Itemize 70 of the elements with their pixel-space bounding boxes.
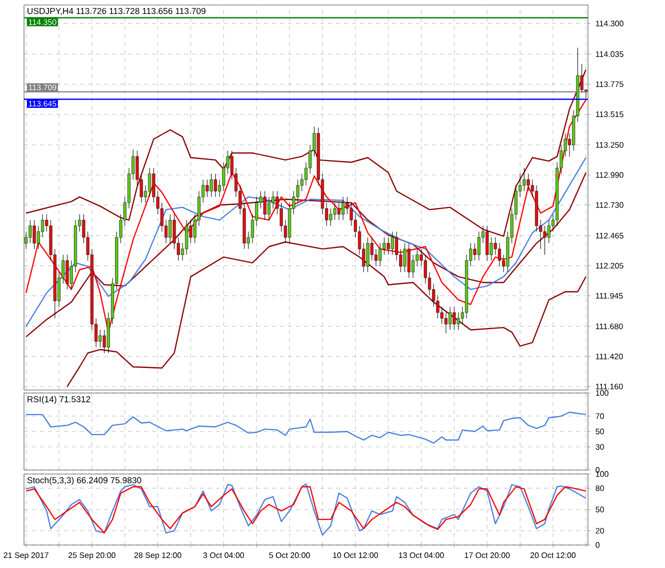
y-tick-label: 80 <box>596 485 604 492</box>
candlestick <box>452 306 456 330</box>
candlestick <box>403 242 406 272</box>
y-tick-label: 111.420 <box>596 354 623 360</box>
chart-title: RSI(14) 71.5312 <box>28 396 90 404</box>
candlestick <box>148 168 152 198</box>
candlestick <box>498 242 502 267</box>
y-tick-label: 0 <box>596 542 600 548</box>
candlestick <box>486 226 489 261</box>
candlestick <box>185 220 188 255</box>
candlestick <box>263 190 266 220</box>
x-tick-label: 21 Sep 2017 <box>4 552 48 560</box>
candlestick <box>448 306 452 330</box>
candlestick <box>214 174 217 198</box>
candlestick <box>168 214 172 244</box>
line-series <box>66 241 587 388</box>
y-tick-label: 0 <box>596 467 600 473</box>
y-tick-label: 111.945 <box>596 292 623 299</box>
candlestick <box>28 220 32 244</box>
line-series <box>25 412 587 444</box>
candlestick <box>32 220 36 250</box>
y-tick-label: 100 <box>596 471 608 477</box>
ref-line-label: 114.350 <box>28 19 56 25</box>
candlestick <box>206 179 209 198</box>
x-tick-label: 17 Oct 20:00 <box>464 552 510 558</box>
x-tick-label: 5 Oct 20:00 <box>269 552 310 558</box>
y-tick-label: 112.990 <box>596 172 624 178</box>
candlestick <box>543 226 546 255</box>
candlestick <box>386 237 390 255</box>
ref-line-label: 113.709 <box>28 84 56 90</box>
candlestick <box>329 208 332 226</box>
y-tick-label: 111.680 <box>596 324 623 330</box>
candlestick <box>522 168 526 192</box>
y-tick-label: 113.250 <box>596 142 624 148</box>
y-tick-label: 20 <box>596 528 604 534</box>
y-tick-label: 114.300 <box>596 20 624 26</box>
candlestick <box>337 202 340 220</box>
y-tick-label: 70 <box>596 413 604 419</box>
ref-line-label: 113.645 <box>28 100 56 106</box>
candlestick <box>477 231 480 261</box>
y-tick-label: 112.465 <box>596 232 624 238</box>
x-tick-label: 20 Oct 12:00 <box>530 552 576 558</box>
candlestick <box>378 242 382 267</box>
candlestick <box>342 196 345 220</box>
y-tick-label: 50 <box>596 506 604 512</box>
chart-title: Stoch(5,3,3) 66.2409 75.9830 <box>27 476 142 486</box>
candlestick <box>526 174 530 192</box>
y-tick-label: 111.160 <box>596 384 623 390</box>
candlestick <box>333 202 336 220</box>
x-tick-label: 3 Oct 04:00 <box>203 552 244 558</box>
candlestick <box>210 174 213 198</box>
candlestick <box>456 312 460 330</box>
y-tick-label: 30 <box>596 444 604 450</box>
candlestick <box>366 237 370 272</box>
line-series <box>25 69 587 237</box>
y-tick-label: 112.205 <box>596 262 624 269</box>
x-tick-label: 25 Sep 20:00 <box>68 552 116 560</box>
candlestick <box>66 254 69 290</box>
x-tick-label: 28 Sep 12:00 <box>134 552 182 560</box>
y-tick-label: 100 <box>596 390 608 396</box>
y-tick-label: 113.515 <box>596 111 624 118</box>
y-tick-label: 112.730 <box>596 202 624 208</box>
y-tick-label: 50 <box>596 428 604 434</box>
chart-title: USDJPY,H4 113.726 113.728 113.656 113.709 <box>28 8 206 16</box>
candlestick <box>547 220 550 244</box>
x-tick-label: 13 Oct 04:00 <box>398 552 444 558</box>
y-tick-label: 114.035 <box>596 51 624 57</box>
x-tick-label: 10 Oct 12:00 <box>333 552 378 558</box>
y-tick-label: 113.775 <box>596 81 624 88</box>
candlestick <box>407 242 410 278</box>
